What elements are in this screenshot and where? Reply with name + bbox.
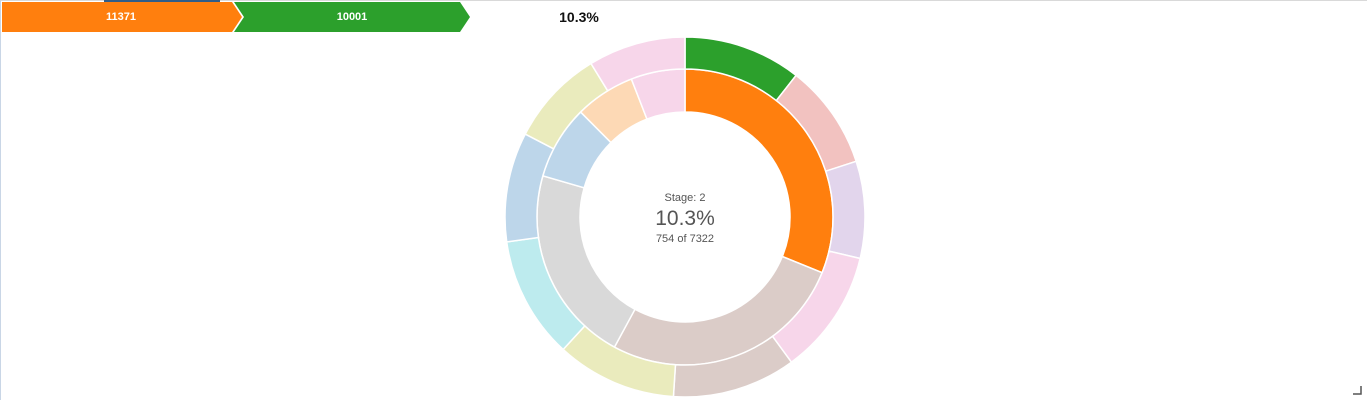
breadcrumb-item-1-label[interactable]: 11371 xyxy=(106,11,136,23)
center-percentage: 10.3% xyxy=(655,207,715,230)
frame-left-border xyxy=(0,0,1,400)
breadcrumb: 11371 10001 xyxy=(2,2,902,32)
sunburst-rings xyxy=(505,37,865,397)
center-count: 754 of 7322 xyxy=(656,233,714,245)
top-indicator xyxy=(104,0,220,2)
breadcrumb-item-1-shape[interactable] xyxy=(2,2,242,32)
breadcrumb-item-2-label[interactable]: 10001 xyxy=(336,11,368,23)
breadcrumb-item-2-shape[interactable] xyxy=(234,2,470,32)
resize-handle-icon[interactable] xyxy=(1353,386,1362,395)
breadcrumb-trail xyxy=(2,2,470,32)
frame-top-border xyxy=(0,0,1367,1)
sunburst-chart: Stage: 2 10.3% 754 of 7322 xyxy=(505,37,865,397)
outer-ring-segment-10[interactable] xyxy=(589,37,686,92)
center-stage-label: Stage: 2 xyxy=(665,192,706,204)
breadcrumb-percentage: 10.3% xyxy=(559,9,599,25)
